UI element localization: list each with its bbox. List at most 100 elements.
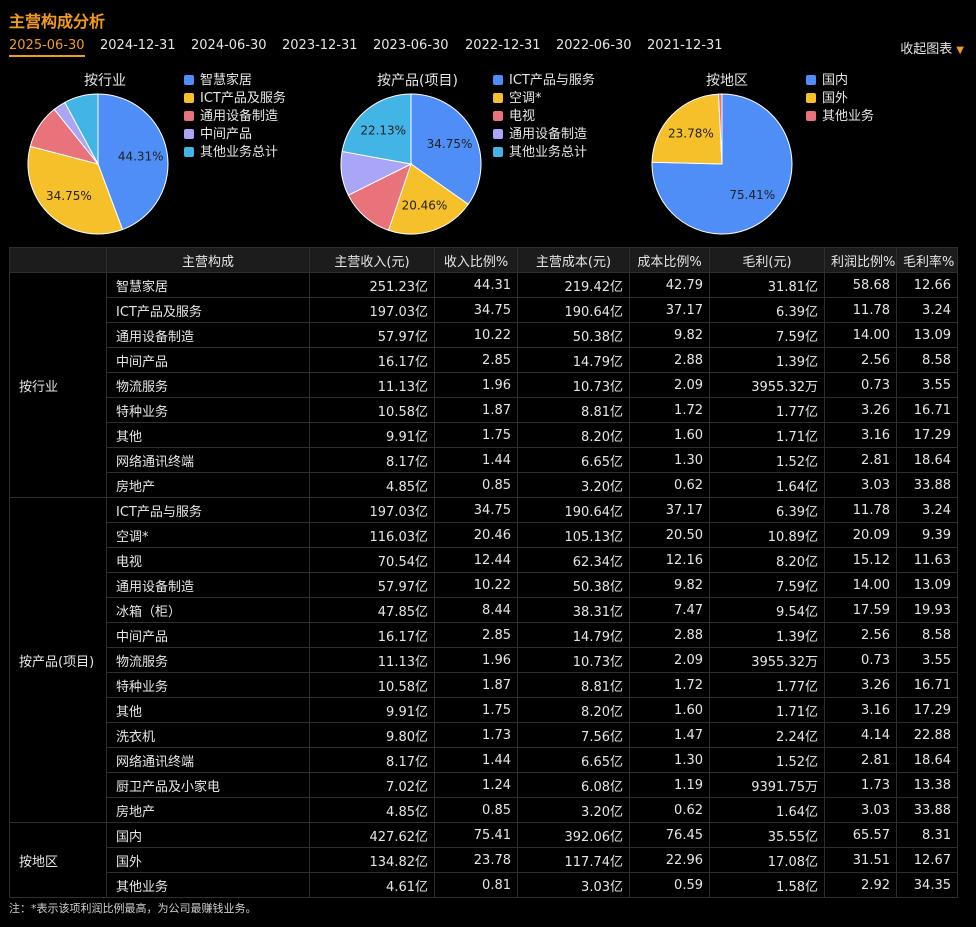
pie-slice[interactable] bbox=[410, 93, 482, 205]
tab-period[interactable]: 2023-06-30 bbox=[373, 38, 449, 53]
legend-item[interactable]: 国外 bbox=[806, 90, 874, 108]
legend-item[interactable]: 通用设备制造 bbox=[493, 126, 595, 144]
legend-item[interactable]: 中间产品 bbox=[184, 126, 286, 144]
legend-item[interactable]: ICT产品及服务 bbox=[184, 90, 286, 108]
value-cell: 392.06亿 bbox=[517, 822, 630, 848]
legend-label: 智慧家居 bbox=[200, 73, 253, 88]
value-cell: 197.03亿 bbox=[309, 497, 435, 523]
legend-swatch-icon bbox=[806, 93, 816, 103]
header-blank bbox=[9, 247, 107, 273]
value-cell: 16.71 bbox=[896, 672, 958, 698]
table-row: 房地产 4.85亿 0.85 3.20亿 0.62 1.64亿 3.03 33.88 bbox=[10, 797, 958, 823]
value-cell: 9.91亿 bbox=[309, 422, 435, 448]
value-cell: 15.12 bbox=[824, 547, 897, 573]
row-name-cell: 网络通讯终端 bbox=[106, 447, 310, 473]
table-row: 空调* 116.03亿 20.46 105.13亿 20.50 10.89亿 20.09 9.… bbox=[10, 522, 958, 548]
pie-value-label: 44.31% bbox=[118, 149, 164, 163]
tab-period[interactable]: 2024-06-30 bbox=[191, 38, 267, 53]
value-cell: 1.87 bbox=[434, 397, 518, 423]
pie-value-label: 23.78% bbox=[668, 127, 714, 141]
value-cell: 9.82 bbox=[629, 322, 710, 348]
tab-period[interactable]: 2025-06-30 bbox=[9, 38, 85, 57]
value-cell: 10.89亿 bbox=[709, 522, 825, 548]
value-cell: 219.42亿 bbox=[517, 272, 630, 298]
value-cell: 1.24 bbox=[434, 772, 518, 798]
tab-period[interactable]: 2022-12-31 bbox=[465, 38, 541, 53]
value-cell: 7.59亿 bbox=[709, 322, 825, 348]
pie-slice[interactable] bbox=[651, 93, 723, 165]
legend-item[interactable]: 智慧家居 bbox=[184, 72, 286, 90]
caret-down-icon: ▼ bbox=[956, 45, 964, 56]
pie-slice[interactable] bbox=[341, 93, 412, 165]
value-cell: 3.24 bbox=[896, 297, 958, 323]
row-name-cell: ICT产品与服务 bbox=[106, 497, 310, 523]
value-cell: 4.85亿 bbox=[309, 472, 435, 498]
value-cell: 1.58亿 bbox=[709, 872, 825, 898]
value-cell: 10.22 bbox=[434, 572, 518, 598]
pie-slice[interactable] bbox=[27, 145, 124, 235]
tab-period[interactable]: 2021-12-31 bbox=[647, 38, 723, 53]
legend-label: 国内 bbox=[822, 73, 849, 88]
value-cell: 2.88 bbox=[629, 622, 710, 648]
value-cell: 1.77亿 bbox=[709, 397, 825, 423]
pie-svg: 75.41% 23.78% bbox=[651, 93, 793, 235]
value-cell: 1.39亿 bbox=[709, 622, 825, 648]
value-cell: 8.44 bbox=[434, 597, 518, 623]
pie-chart-region: 按地区 75.41% 23.78% 国内 国外 其他业务 bbox=[646, 66, 946, 244]
legend-item[interactable]: 其他业务 bbox=[806, 108, 874, 126]
group-label: 按行业 bbox=[9, 272, 107, 498]
legend-item[interactable]: 空调* bbox=[493, 90, 595, 108]
value-cell: 16.71 bbox=[896, 397, 958, 423]
value-cell: 13.38 bbox=[896, 772, 958, 798]
legend-item[interactable]: ICT产品与服务 bbox=[493, 72, 595, 90]
row-name-cell: 其他 bbox=[106, 422, 310, 448]
value-cell: 18.64 bbox=[896, 447, 958, 473]
value-cell: 8.20亿 bbox=[517, 422, 630, 448]
collapse-charts-button[interactable]: 收起图表 ▼ bbox=[900, 38, 964, 57]
legend-item[interactable]: 通用设备制造 bbox=[184, 108, 286, 126]
value-cell: 50.38亿 bbox=[517, 572, 630, 598]
table-row: 网络通讯终端 8.17亿 1.44 6.65亿 1.30 1.52亿 2.81 18.64 bbox=[10, 447, 958, 473]
value-cell: 2.88 bbox=[629, 347, 710, 373]
value-cell: 2.85 bbox=[434, 347, 518, 373]
legend-item[interactable]: 电视 bbox=[493, 108, 595, 126]
value-cell: 33.88 bbox=[896, 472, 958, 498]
tab-period[interactable]: 2023-12-31 bbox=[282, 38, 358, 53]
legend-label: ICT产品及服务 bbox=[200, 91, 286, 106]
value-cell: 1.75 bbox=[434, 422, 518, 448]
value-cell: 3955.32万 bbox=[709, 372, 825, 398]
value-cell: 17.29 bbox=[896, 422, 958, 448]
value-cell: 76.45 bbox=[629, 822, 710, 848]
value-cell: 17.08亿 bbox=[709, 847, 825, 873]
pie-slice[interactable] bbox=[387, 163, 469, 235]
value-cell: 37.17 bbox=[629, 297, 710, 323]
value-cell: 42.79 bbox=[629, 272, 710, 298]
value-cell: 8.81亿 bbox=[517, 397, 630, 423]
value-cell: 116.03亿 bbox=[309, 522, 435, 548]
value-cell: 10.58亿 bbox=[309, 672, 435, 698]
value-cell: 14.79亿 bbox=[517, 347, 630, 373]
tab-period[interactable]: 2024-12-31 bbox=[100, 38, 176, 53]
value-cell: 1.96 bbox=[434, 372, 518, 398]
value-cell: 3.55 bbox=[896, 372, 958, 398]
pie-slice[interactable] bbox=[717, 93, 723, 165]
table-row: 物流服务 11.13亿 1.96 10.73亿 2.09 3955.32万 0.73 3.55 bbox=[10, 647, 958, 673]
pie-slice[interactable] bbox=[97, 93, 169, 231]
value-cell: 10.73亿 bbox=[517, 372, 630, 398]
legend-item[interactable]: 国内 bbox=[806, 72, 874, 90]
value-cell: 2.56 bbox=[824, 622, 897, 648]
value-cell: 6.39亿 bbox=[709, 297, 825, 323]
pie-slice[interactable] bbox=[64, 93, 99, 165]
value-cell: 33.88 bbox=[896, 797, 958, 823]
row-name-cell: 通用设备制造 bbox=[106, 322, 310, 348]
tab-period[interactable]: 2022-06-30 bbox=[556, 38, 632, 53]
chart-legend: 国内国外 其他业务 bbox=[806, 72, 874, 126]
row-name-cell: 智慧家居 bbox=[106, 272, 310, 298]
value-cell: 22.88 bbox=[896, 722, 958, 748]
chart-title: 按产品(项目) bbox=[377, 73, 458, 89]
legend-item[interactable]: 其他业务总计 bbox=[184, 144, 286, 162]
table-row: 物流服务 11.13亿 1.96 10.73亿 2.09 3955.32万 0.73 3.55 bbox=[10, 372, 958, 398]
value-cell: 9391.75万 bbox=[709, 772, 825, 798]
legend-item[interactable]: 其他业务总计 bbox=[493, 144, 595, 162]
table-row: 按产品(项目) ICT产品与服务 197.03亿 34.75 190.64亿 37.17 6… bbox=[9, 497, 958, 823]
